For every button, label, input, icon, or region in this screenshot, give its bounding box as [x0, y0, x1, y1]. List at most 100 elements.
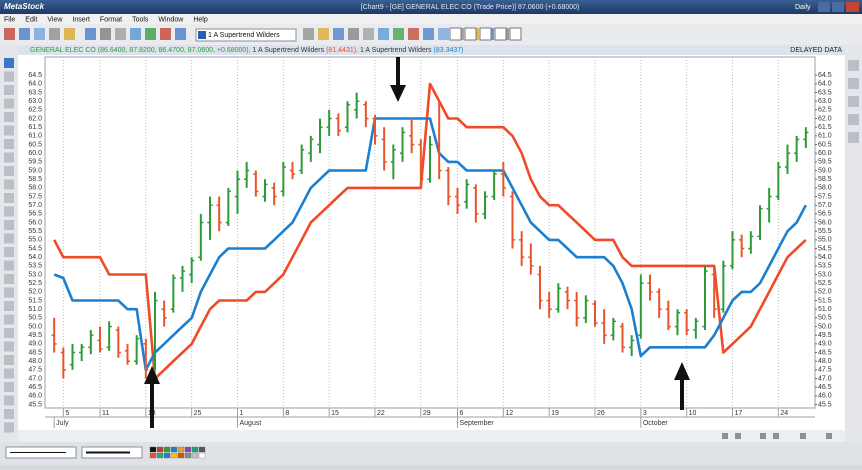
indicator-dropdown[interactable] [195, 28, 297, 42]
tool-button[interactable] [4, 58, 14, 68]
tool-button[interactable] [848, 96, 859, 107]
palette-swatch[interactable] [191, 452, 199, 459]
tool-button[interactable] [49, 28, 60, 40]
x-tick-label: 11 [102, 410, 109, 417]
tool-button[interactable] [175, 28, 186, 40]
palette-swatch[interactable] [170, 446, 178, 453]
tool-button[interactable] [4, 382, 14, 392]
menu-item[interactable]: Window [158, 16, 184, 23]
palette-swatch[interactable] [156, 446, 164, 453]
tool-button[interactable] [4, 422, 14, 433]
tool-button[interactable] [100, 28, 111, 40]
tool-button[interactable] [4, 98, 14, 109]
palette-swatch[interactable] [163, 446, 171, 453]
tool-button[interactable] [509, 27, 522, 41]
menu-item[interactable]: View [47, 16, 63, 23]
y-tick-label: 51.5 [28, 297, 42, 304]
tool-button[interactable] [4, 152, 14, 163]
menu-item[interactable]: File [4, 16, 15, 23]
tool-button[interactable] [494, 27, 507, 41]
tool-button[interactable] [85, 28, 96, 40]
tool-button[interactable] [4, 139, 14, 149]
tool-button[interactable] [4, 233, 14, 244]
tool-button[interactable] [378, 28, 389, 40]
tool-button[interactable] [4, 409, 14, 419]
tool-button[interactable] [333, 28, 344, 40]
close-button[interactable] [846, 2, 859, 12]
palette-swatch[interactable] [198, 446, 206, 453]
tool-button[interactable] [303, 28, 314, 40]
scroll-left[interactable] [722, 433, 728, 439]
tool-button[interactable] [4, 179, 14, 190]
scroll-end[interactable] [800, 433, 806, 439]
palette-swatch[interactable] [191, 446, 199, 453]
palette-swatch[interactable] [177, 452, 185, 459]
tool-button[interactable] [423, 28, 434, 40]
tool-button[interactable] [4, 328, 14, 338]
tool-button[interactable] [4, 193, 14, 203]
palette-swatch[interactable] [198, 452, 206, 459]
tool-button[interactable] [363, 28, 374, 40]
tool-button[interactable] [318, 28, 329, 40]
tool-button[interactable] [4, 260, 14, 271]
tool-button[interactable] [4, 355, 14, 365]
tool-button[interactable] [160, 28, 171, 40]
palette-swatch[interactable] [163, 452, 171, 459]
tool-button[interactable] [848, 114, 859, 125]
minimize-button[interactable] [818, 2, 830, 12]
tool-button[interactable] [348, 28, 359, 40]
tool-button[interactable] [4, 28, 15, 40]
tool-button[interactable] [848, 132, 859, 143]
tool-button[interactable] [4, 287, 14, 298]
tool-button[interactable] [848, 78, 859, 89]
tool-button[interactable] [4, 274, 14, 284]
palette-swatch[interactable] [170, 452, 178, 459]
scroll-bar[interactable] [18, 430, 845, 442]
scroll-button[interactable] [735, 433, 741, 439]
menu-item[interactable]: Insert [72, 16, 90, 23]
tool-button[interactable] [393, 28, 404, 40]
tool-button[interactable] [438, 28, 449, 40]
tool-button[interactable] [115, 28, 126, 40]
tool-button[interactable] [19, 28, 30, 40]
tool-button[interactable] [464, 27, 477, 41]
maximize-button[interactable] [832, 2, 844, 12]
palette-swatch[interactable] [149, 446, 157, 453]
tool-button[interactable] [4, 206, 14, 217]
tool-button[interactable] [4, 314, 14, 325]
tool-button[interactable] [4, 71, 14, 82]
menu-item[interactable]: Format [100, 16, 122, 23]
tool-button[interactable] [130, 28, 141, 40]
menu-item[interactable]: Tools [132, 16, 149, 23]
tool-button[interactable] [34, 28, 45, 40]
palette-swatch[interactable] [156, 452, 164, 459]
tool-button[interactable] [4, 112, 14, 122]
tool-button[interactable] [64, 28, 75, 40]
palette-swatch[interactable] [177, 446, 185, 453]
tool-button[interactable] [4, 85, 14, 95]
y-tick-label: 47.5 [28, 367, 42, 374]
tool-button[interactable] [479, 27, 492, 41]
tool-button[interactable] [4, 341, 14, 352]
tool-button[interactable] [4, 301, 14, 311]
palette-swatch[interactable] [184, 446, 192, 453]
y-tick-label: 49.0 [28, 341, 42, 348]
tool-button[interactable] [4, 368, 14, 379]
tool-button[interactable] [449, 27, 462, 41]
palette-swatch[interactable] [184, 452, 192, 459]
menu-item[interactable]: Edit [25, 16, 37, 23]
scroll-right[interactable] [826, 433, 832, 439]
tool-button[interactable] [848, 60, 859, 71]
zoom-in[interactable] [760, 433, 766, 439]
tool-button[interactable] [4, 247, 14, 257]
menu-item[interactable]: Help [193, 16, 208, 23]
tool-button[interactable] [145, 28, 156, 40]
zoom-out[interactable] [773, 433, 779, 439]
tool-button[interactable] [4, 395, 14, 406]
tool-button[interactable] [4, 220, 14, 230]
palette-swatch[interactable] [149, 452, 157, 459]
tool-button[interactable] [408, 28, 419, 40]
y-tick-label: 62.5 [818, 107, 832, 114]
tool-button[interactable] [4, 125, 14, 136]
tool-button[interactable] [4, 166, 14, 176]
